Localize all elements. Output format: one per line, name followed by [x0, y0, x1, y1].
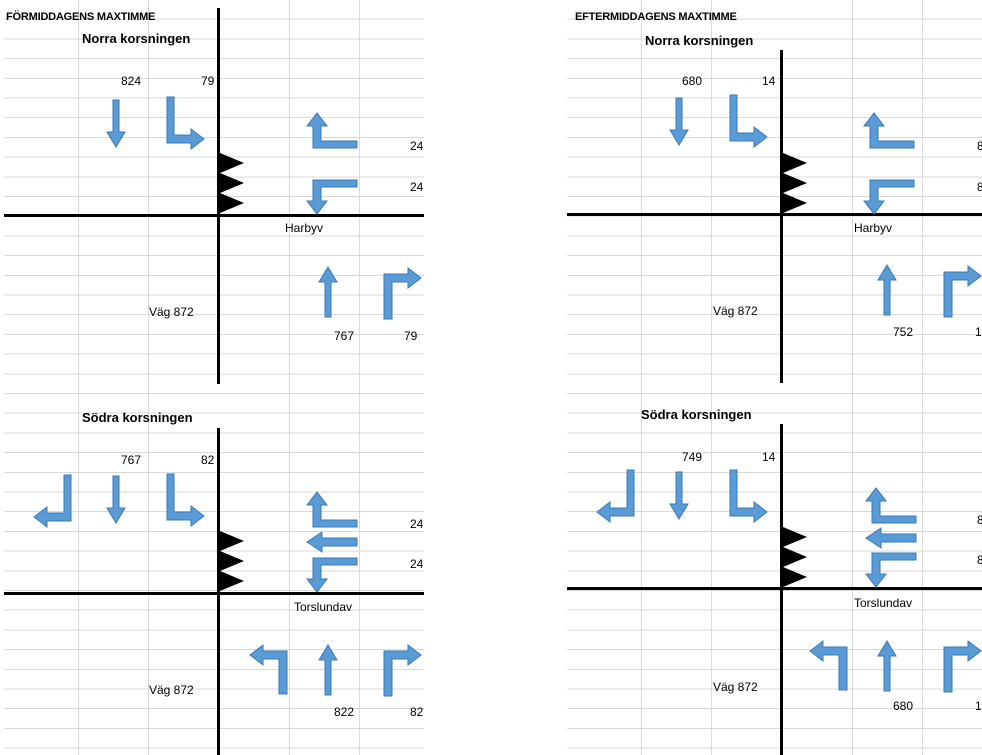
south-heading: Södra korsningen [82, 410, 193, 425]
arrow-left-turn-down-icon [864, 552, 917, 588]
arrow-up-turn-right-icon [383, 266, 422, 320]
south-right-lower: 87 [977, 553, 982, 567]
north-bottom-right: 14 [975, 325, 982, 339]
panel-title: EFTERMIDDAGENS MAXTIMME [575, 11, 737, 23]
north-heading: Norra korsningen [645, 33, 754, 48]
panel-title: FÖRMIDDAGENS MAXTIMME [6, 11, 156, 23]
north-main-road-label: Väg 872 [713, 304, 758, 318]
yield-triangles-icon [783, 527, 807, 587]
south-incoming-left: 14 [762, 450, 776, 464]
north-bottom-straight: 767 [334, 329, 355, 343]
arrow-left-turn-up-icon [864, 487, 917, 524]
arrow-up-turn-right-icon [943, 264, 982, 318]
south-main-road-label: Väg 872 [149, 683, 194, 697]
south-bottom-right: 14 [975, 699, 982, 713]
north-side-road-line [567, 213, 982, 216]
arrow-down-turn-left-icon [596, 469, 635, 524]
north-side-road-line [4, 214, 424, 217]
arrow-down-turn-right-icon [166, 96, 205, 151]
arrow-down-icon [669, 471, 689, 520]
south-incoming-straight: 749 [682, 450, 703, 464]
arrow-left-turn-up-icon [305, 112, 358, 149]
south-incoming-straight: 767 [121, 453, 142, 467]
south-side-road-label: Torslundav [854, 596, 913, 610]
north-side-road-label: Harbyv [854, 221, 893, 235]
arrow-down-turn-right-icon [166, 473, 205, 528]
arrow-left-turn-down-icon [305, 557, 358, 593]
south-bottom-straight: 822 [334, 705, 355, 719]
arrow-left-icon [865, 527, 917, 549]
arrow-down-icon [106, 475, 126, 524]
arrow-up-icon [318, 266, 338, 318]
arrow-down-turn-right-icon [729, 469, 768, 524]
south-main-road-label: Väg 872 [713, 680, 758, 694]
south-right-upper: 24 [410, 517, 424, 531]
south-side-road-line [4, 592, 424, 595]
north-main-road-line [217, 8, 220, 384]
arrow-up-turn-right-icon [943, 639, 982, 693]
south-side-road-label: Torslundav [294, 600, 353, 614]
arrow-down-icon [669, 97, 689, 146]
arrow-up-icon [877, 640, 897, 692]
north-right-lower: 24 [410, 180, 424, 194]
south-incoming-left: 82 [201, 453, 215, 467]
north-side-road-label: Harbyv [285, 221, 324, 235]
arrow-left-icon [306, 531, 358, 553]
north-incoming-straight: 680 [682, 74, 703, 88]
arrow-down-turn-right-icon [729, 94, 768, 149]
arrow-left-turn-down-icon [862, 179, 915, 215]
morning-panel: FÖRMIDDAGENS MAXTIMME Norra korsningen 8… [4, 0, 424, 755]
arrow-up-icon [877, 264, 897, 316]
arrow-left-turn-down-icon [305, 179, 358, 215]
arrow-up-turn-right-icon [383, 643, 422, 697]
south-heading: Södra korsningen [641, 407, 752, 422]
arrow-up-icon [318, 644, 338, 696]
north-incoming-straight: 824 [121, 74, 142, 88]
south-bottom-right: 82 [410, 705, 424, 719]
south-right-lower: 24 [410, 557, 424, 571]
yield-triangles-icon [220, 531, 244, 591]
south-right-upper: 87 [977, 513, 982, 527]
south-bottom-straight: 680 [893, 699, 914, 713]
arrow-down-turn-left-icon [33, 474, 72, 529]
arrow-down-icon [106, 99, 126, 148]
south-main-road-line [217, 428, 220, 755]
north-main-road-line [780, 50, 783, 383]
arrow-left-turn-up-icon [305, 491, 358, 528]
yield-triangles-icon [783, 153, 807, 213]
afternoon-panel: EFTERMIDDAGENS MAXTIMME Norra korsningen… [567, 0, 982, 755]
arrow-up-turn-left-icon [809, 639, 848, 691]
north-right-upper: 24 [410, 139, 424, 153]
arrow-left-turn-up-icon [862, 112, 915, 149]
north-bottom-right: 79 [404, 329, 418, 343]
south-side-road-line [567, 587, 982, 590]
north-heading: Norra korsningen [82, 31, 191, 46]
north-incoming-left: 14 [762, 74, 776, 88]
north-right-upper: 84 [977, 139, 982, 153]
north-right-lower: 84 [977, 180, 982, 194]
arrow-up-turn-left-icon [249, 643, 288, 695]
north-bottom-straight: 752 [893, 325, 914, 339]
north-incoming-left: 79 [201, 74, 215, 88]
yield-triangles-icon [220, 153, 244, 213]
north-main-road-label: Väg 872 [149, 305, 194, 319]
